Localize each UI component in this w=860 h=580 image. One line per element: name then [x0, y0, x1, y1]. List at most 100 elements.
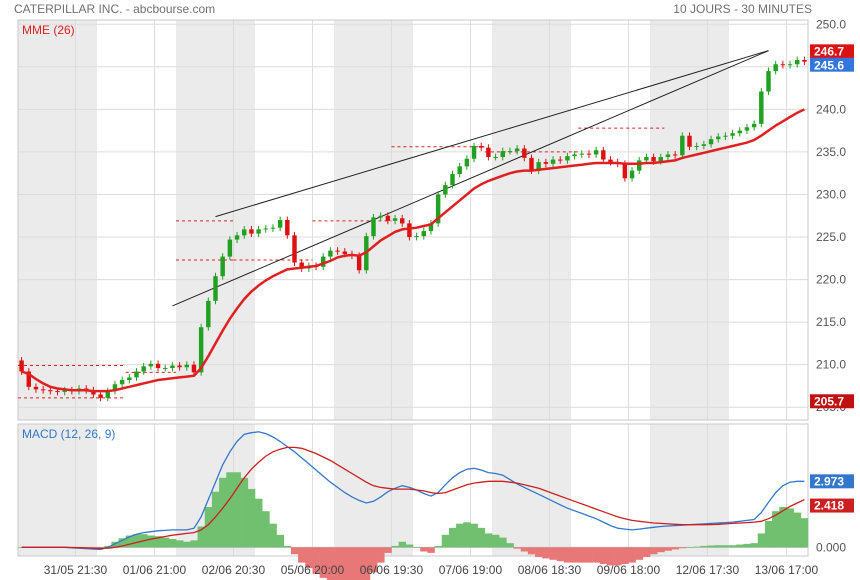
macd-value-label: 2.973	[814, 474, 844, 488]
candle-body	[428, 223, 434, 232]
macd-histogram-bar	[542, 547, 550, 559]
candle-body	[651, 157, 656, 162]
macd-histogram-bar	[556, 547, 565, 562]
candle-body	[514, 148, 520, 152]
grid-lines	[18, 20, 808, 556]
macd-histogram-bar	[779, 507, 787, 548]
candle-body	[292, 235, 297, 263]
macd-histogram-bar	[348, 547, 356, 580]
macd-histogram-bar	[125, 535, 134, 548]
macd-histogram-bar	[168, 538, 177, 548]
price-tick-label: 250.0	[816, 17, 846, 31]
candle-body	[787, 64, 793, 66]
macd-panel: MACD (12, 26, 9)	[18, 427, 809, 580]
macd-histogram-bar	[786, 508, 794, 548]
macd-histogram-bar	[800, 518, 809, 548]
macd-panel-frame	[17, 423, 809, 557]
candle-body	[751, 123, 757, 128]
macd-zero-label: 0.000	[816, 540, 846, 554]
macd-histogram-bar	[520, 547, 529, 552]
macd-histogram-bar	[693, 546, 701, 548]
candle-body	[457, 166, 462, 175]
macd-histogram-bar	[298, 547, 306, 563]
macd-line	[21, 431, 805, 551]
candle-body	[694, 145, 699, 147]
signal-value-label: 2.418	[814, 499, 844, 513]
candle-body	[328, 250, 333, 257]
date-tick-label: 08/06 18:30	[518, 563, 582, 577]
current-price-label: 245.6	[814, 59, 844, 73]
candle-body	[644, 157, 649, 161]
candle-body	[536, 162, 541, 171]
macd-histogram-bar	[750, 543, 759, 548]
trend-channel-upper	[215, 50, 769, 218]
macd-histogram-bar	[176, 540, 184, 548]
macd-histogram-bar	[398, 541, 407, 548]
candle-body	[579, 153, 584, 155]
chart-title: CATERPILLAR INC. - abcbourse.com	[14, 2, 216, 16]
date-tick-label: 31/05 21:30	[44, 563, 108, 577]
macd-histogram-bar	[707, 545, 715, 548]
candle-body	[321, 256, 326, 267]
macd-histogram-bar	[463, 522, 471, 548]
candle-body	[242, 229, 247, 236]
signal-line	[21, 446, 805, 550]
macd-session-band	[650, 424, 729, 556]
macd-histogram-bar	[132, 534, 141, 548]
macd-histogram-bar	[650, 547, 658, 555]
candle-body	[170, 365, 175, 369]
ema-line	[21, 108, 805, 393]
candle-body	[177, 365, 182, 368]
macd-histogram-bar	[578, 547, 586, 563]
candle-body	[127, 377, 132, 380]
candle-body	[48, 390, 53, 392]
macd-histogram-bar	[621, 547, 629, 564]
candle-body	[773, 64, 778, 72]
candle-body	[270, 227, 276, 229]
macd-histogram-bar	[535, 547, 543, 558]
macd-histogram-bar	[240, 477, 249, 548]
candle-body	[658, 157, 663, 162]
candle-body	[285, 220, 290, 236]
macd-histogram-bar	[592, 547, 601, 563]
candle-body	[148, 363, 154, 367]
macd-histogram-bar	[262, 511, 270, 548]
candle-body	[33, 386, 39, 390]
candle-body	[464, 158, 470, 167]
macd-histogram-bar	[563, 547, 572, 563]
date-tick-label: 12/06 17:30	[676, 563, 740, 577]
candle-body	[586, 153, 592, 155]
candle-body	[766, 71, 771, 92]
candle-body	[565, 156, 570, 161]
macd-histogram-bar	[714, 545, 723, 548]
macd-histogram-bar	[793, 512, 802, 548]
candle-body	[220, 256, 225, 277]
macd-histogram-bar	[456, 523, 464, 548]
candle-body	[637, 160, 642, 171]
macd-histogram-bar	[276, 534, 285, 548]
candle-body	[400, 218, 405, 224]
candle-body	[385, 215, 391, 221]
macd-histogram-bar	[671, 547, 680, 550]
date-tick-label: 05/06 20:00	[281, 563, 345, 577]
candle-body	[112, 384, 118, 392]
candle-body	[421, 231, 426, 237]
candle-body	[198, 327, 204, 373]
macd-histogram-bar	[427, 547, 435, 553]
macd-histogram-bar	[369, 547, 378, 573]
previous-price-tag	[810, 44, 854, 59]
macd-histogram-bar	[527, 547, 536, 555]
price-panel: MME (26)	[18, 23, 807, 402]
macd-histogram-bar	[362, 547, 371, 580]
macd-histogram-bar	[183, 541, 191, 548]
candle-body	[708, 139, 714, 145]
price-session-band	[492, 20, 571, 420]
candle-body	[206, 300, 211, 328]
candle-body	[687, 135, 692, 147]
macd-histogram-bar	[391, 545, 399, 548]
macd-session-band	[334, 424, 413, 556]
date-tick-label: 06/06 19:30	[360, 563, 424, 577]
candle-body	[507, 151, 513, 153]
candle-body	[119, 380, 125, 385]
ema-value-label: 205.7	[814, 394, 844, 408]
